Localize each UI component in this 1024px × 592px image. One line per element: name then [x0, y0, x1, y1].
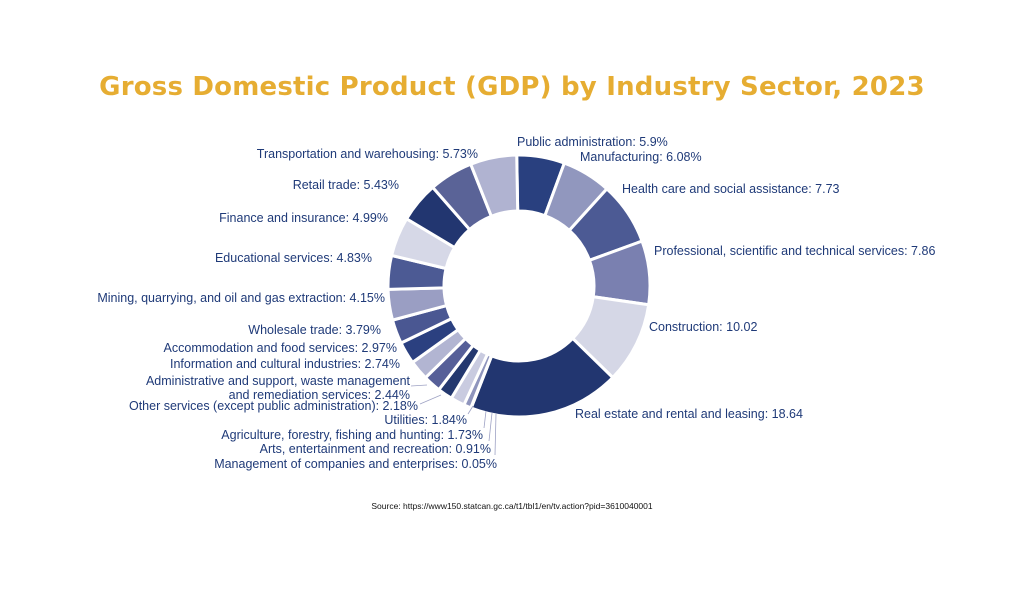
slice-label: Management of companies and enterprises:… [214, 457, 497, 471]
slice-label: Professional, scientific and technical s… [654, 244, 935, 258]
slice-label: Educational services: 4.83% [215, 251, 372, 265]
donut-slices [386, 153, 652, 419]
slice-label: Information and cultural industries: 2.7… [170, 357, 400, 371]
slice-label: Manufacturing: 6.08% [580, 150, 702, 164]
leader-line [419, 394, 442, 405]
slice-transportation-and-warehousing [468, 153, 520, 219]
slice-label-line: and remediation services: 2.44% [229, 388, 410, 402]
slice-label: Arts, entertainment and recreation: 0.91… [260, 442, 491, 456]
slice-label: Administrative and support, waste manage… [146, 374, 411, 402]
slice-label: Utilities: 1.84% [384, 413, 467, 427]
slice-label: Accommodation and food services: 2.97% [164, 341, 397, 355]
slice-label: Other services (except public administra… [129, 399, 418, 413]
chart-source: Source: https://www150.statcan.gc.ca/t1/… [371, 501, 653, 511]
slice-label: Wholesale trade: 3.79% [248, 323, 381, 337]
chart-title: Gross Domestic Product (GDP) by Industry… [99, 72, 925, 102]
slice-label: Real estate and rental and leasing: 18.6… [575, 407, 803, 421]
leader-line [483, 410, 487, 429]
slice-label: Finance and insurance: 4.99% [219, 211, 388, 225]
slice-label: Agriculture, forestry, fishing and hunti… [221, 428, 483, 442]
leader-line [410, 384, 428, 387]
slice-label: Mining, quarrying, and oil and gas extra… [97, 291, 385, 305]
slice-labels: Public administration: 5.9%Manufacturing… [97, 135, 935, 471]
slice-label: Transportation and warehousing: 5.73% [257, 147, 478, 161]
slice-label: Health care and social assistance: 7.73 [622, 182, 840, 196]
slice-label-line: Administrative and support, waste manage… [146, 374, 411, 388]
slice-label: Public administration: 5.9% [517, 135, 668, 149]
slice-label: Construction: 10.02 [649, 320, 757, 334]
leader-lines [410, 384, 497, 456]
slice-label: Retail trade: 5.43% [293, 178, 399, 192]
leader-line [494, 413, 497, 456]
leader-line [467, 405, 474, 415]
leader-line [488, 412, 493, 442]
